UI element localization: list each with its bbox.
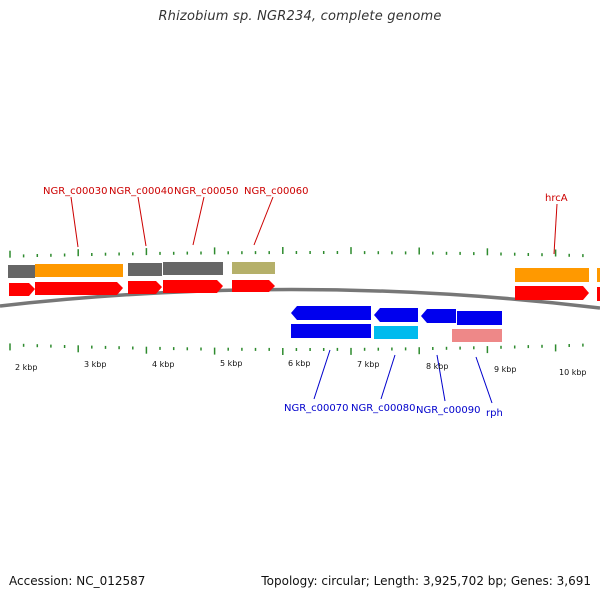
gene-feature-edge — [597, 268, 600, 282]
callout-line-ngr-c00080 — [380, 354, 396, 400]
label-ngr-c00060: NGR_c00060 — [244, 186, 309, 197]
accession-text: Accession: NC_012587 — [9, 574, 146, 588]
cds-arrow-ngr-c00060 — [232, 280, 275, 292]
cds-feature-edge — [597, 287, 600, 301]
reverse-cds-arrow-ngr-c00090 — [421, 309, 456, 323]
label-ngr-c00040: NGR_c00040 — [109, 186, 174, 197]
cds-arrow-ngr-c00030 — [35, 282, 123, 295]
callout-line-ngr-c00070 — [313, 349, 331, 400]
cds-arrow-hrca — [515, 286, 589, 300]
callout-line-rph — [475, 356, 493, 404]
forward-callouts — [70, 196, 558, 255]
map-title: Rhizobium sp. NGR234, complete genome — [158, 9, 442, 24]
cds-arrow-1 — [9, 283, 35, 296]
tick-label-2kbp: 2 kbp — [15, 363, 37, 372]
pseudo-feature-ngr-c00040 — [128, 263, 162, 276]
rrna-feature-ngr-c00080 — [374, 326, 418, 339]
tick-label-3kbp: 3 kbp — [84, 360, 106, 369]
tick-label-9kbp: 9 kbp — [494, 365, 516, 374]
cds-arrow-ngr-c00040 — [128, 281, 162, 294]
label-ngr-c00030: NGR_c00030 — [43, 186, 108, 197]
trna-feature-rph — [452, 329, 502, 342]
genome-stats-text: Topology: circular; Length: 3,925,702 bp… — [261, 574, 591, 588]
label-hrca: hrcA — [545, 193, 568, 204]
reverse-gene-ngr-c00070 — [291, 324, 371, 338]
forward-labels: NGR_c00030 NGR_c00040 NGR_c00050 NGR_c00… — [43, 186, 568, 204]
tick-label-7kbp: 7 kbp — [357, 360, 379, 369]
reverse-cds-arrow-ngr-c00080 — [374, 308, 418, 322]
label-rph: rph — [486, 408, 503, 419]
gene-feature-hrca — [515, 268, 589, 282]
gene-feature-ngr-c00030 — [35, 264, 123, 277]
reverse-labels: NGR_c00070 NGR_c00080 NGR_c00090 rph — [284, 403, 503, 419]
label-ngr-c00070: NGR_c00070 — [284, 403, 349, 414]
tick-labels: 2 kbp 3 kbp 4 kbp 5 kbp 6 kbp 7 kbp 8 kb… — [15, 359, 587, 377]
reverse-cds-arrow-ngr-c00070 — [291, 306, 371, 320]
callout-line-ngr-c00060 — [253, 196, 274, 246]
pseudo-feature-ngr-c00050 — [163, 262, 223, 275]
label-ngr-c00090: NGR_c00090 — [416, 405, 481, 416]
callout-line-ngr-c00040 — [137, 196, 147, 247]
callout-line-ngr-c00030 — [70, 196, 79, 248]
label-ngr-c00050: NGR_c00050 — [174, 186, 239, 197]
label-ngr-c00080: NGR_c00080 — [351, 403, 416, 414]
reverse-callouts — [313, 349, 493, 404]
tick-marks — [9, 247, 584, 355]
tick-label-8kbp: 8 kbp — [426, 362, 448, 371]
reverse-cds-feature-rph — [457, 311, 502, 325]
tick-label-6kbp: 6 kbp — [288, 359, 310, 368]
callout-line-ngr-c00090 — [436, 354, 446, 402]
other-feature-ngr-c00060 — [232, 262, 275, 274]
callout-line-hrca — [553, 203, 558, 255]
tick-label-5kbp: 5 kbp — [220, 359, 242, 368]
tick-label-4kbp: 4 kbp — [152, 360, 174, 369]
tick-label-10kbp: 10 kbp — [559, 368, 587, 377]
cds-arrow-ngr-c00050 — [163, 280, 223, 293]
callout-line-ngr-c00050 — [192, 196, 205, 246]
pseudo-feature-1 — [8, 265, 35, 278]
